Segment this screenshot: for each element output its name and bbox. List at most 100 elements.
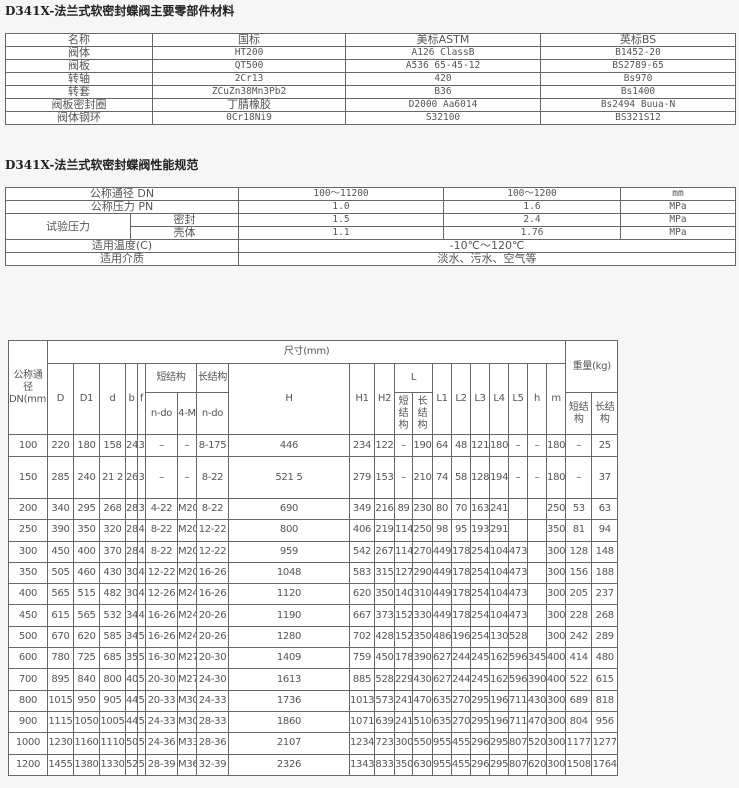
cell-D: 1230 xyxy=(47,732,74,755)
cell-m: 400 xyxy=(545,647,567,670)
cell-H: 690 xyxy=(228,497,350,521)
cell-4m: M36 xyxy=(177,753,197,776)
cell-ndo-short: 8-22 xyxy=(145,540,178,563)
cell-H1: 349 xyxy=(349,497,375,521)
cell-L-long: 550 xyxy=(412,732,433,755)
cell-weight-short: 689 xyxy=(565,689,593,712)
cell-L1: 80 xyxy=(432,497,452,521)
cell-H1: 667 xyxy=(349,604,375,627)
header-L1: L1 xyxy=(432,363,452,435)
table-row: 100 220 180 158 24 3– –8-175 446 234 122–190 64 48 1… xyxy=(8,434,619,457)
cell-ndo-long: 20-30 xyxy=(196,647,229,670)
cell-h xyxy=(527,604,547,627)
cell-h: 390 xyxy=(527,668,547,691)
row-nominal-pn: 公称压力 PN 1.0 1.6 MPa xyxy=(4,200,737,214)
cell-L4: 104 xyxy=(489,540,509,563)
cell-weight-short: 228 xyxy=(565,604,593,627)
cell-L2: 95 xyxy=(451,519,471,542)
cell-dn: 600 xyxy=(8,647,48,670)
cell-L3: 295 xyxy=(470,710,490,734)
cell-H2: 833 xyxy=(374,753,395,776)
row-nominal-dn: 公称通径 DN 100～11200 100～1200 mm xyxy=(4,187,737,201)
cell-L-short: – xyxy=(394,434,413,457)
header-weight: 重量(kg) xyxy=(565,340,619,393)
cell-D1: 950 xyxy=(73,689,100,712)
cell-L-long: 330 xyxy=(412,604,433,627)
cell-L4: 196 xyxy=(489,710,509,734)
cell-H1: 234 xyxy=(349,434,375,457)
material-cell: 0Cr18Ni9 xyxy=(152,111,346,125)
column-header: 名称 xyxy=(5,33,153,47)
cell-L4: 291 xyxy=(489,519,509,542)
cell-L1: 635 xyxy=(432,689,452,712)
cell-h xyxy=(527,497,547,521)
row-test-shell: 壳体 1.1 1.76 MPa xyxy=(6,226,737,240)
cell-dn: 450 xyxy=(8,604,48,627)
header-H2: H2 xyxy=(374,363,395,435)
cell-ndo-long: 28-36 xyxy=(196,732,229,755)
cell-L1: 449 xyxy=(432,540,452,563)
cell-weight-short: 1508 xyxy=(565,753,593,776)
part-name: 阀板密封圈 xyxy=(5,98,153,112)
material-cell: QT500 xyxy=(152,59,346,73)
cell-f: 4 xyxy=(137,604,146,627)
cell-L3: 296 xyxy=(470,732,490,755)
cell-D: 615 xyxy=(47,604,74,627)
cell-m: 300 xyxy=(545,561,567,585)
cell-m: 300 xyxy=(545,732,567,755)
cell-L2: 270 xyxy=(451,689,471,712)
cell-H1: 542 xyxy=(349,540,375,563)
cell-D: 565 xyxy=(47,583,74,606)
cell-ndo-long: 16-26 xyxy=(196,583,229,606)
cell-H: 1120 xyxy=(228,583,350,606)
cell-L5: 473 xyxy=(508,561,528,585)
cell-H: 446 xyxy=(228,434,350,457)
cell-weight-long: 148 xyxy=(591,540,619,563)
cell-H1: 1071 xyxy=(349,710,375,734)
cell-b: 40 xyxy=(125,668,138,691)
cell-L-long: 470 xyxy=(412,689,433,712)
cell-L3: 163 xyxy=(470,497,490,521)
cell-weight-short: 1177 xyxy=(565,732,593,755)
cell-ndo-short: 4-22 xyxy=(145,497,178,521)
header-weight-long: 长结构 xyxy=(591,392,619,435)
header-4m: 4-M xyxy=(177,392,197,435)
cell-D1: 400 xyxy=(73,540,100,563)
cell-d: 482 xyxy=(99,583,126,606)
cell-4m: M30 xyxy=(177,689,197,712)
table-row: 转轴 2Cr13 420 Bs970 xyxy=(5,72,736,86)
cell-L-long: 310 xyxy=(412,583,433,606)
material-cell: Bs2494 Buua-N xyxy=(540,98,736,112)
cell-H: 1613 xyxy=(228,668,350,691)
value-2: 1.76 xyxy=(443,226,622,240)
cell-4m: M33 xyxy=(177,732,197,755)
cell-h: 430 xyxy=(527,689,547,712)
cell-L5: – xyxy=(508,434,528,457)
cell-weight-long: 25 xyxy=(591,434,619,457)
cell-f: 5 xyxy=(137,710,146,734)
cell-L-long: 250 xyxy=(412,519,433,542)
cell-H2: 573 xyxy=(374,689,395,712)
cell-H2: 315 xyxy=(374,561,395,585)
cell-H1: 1013 xyxy=(349,689,375,712)
table-row: 150 285 240 21 2 26 3– –8-22 521 5 279 153–210 74 5… xyxy=(8,456,619,499)
header-L-long: 长结构 xyxy=(412,392,433,435)
cell-h xyxy=(527,561,547,585)
cell-4m: M27 xyxy=(177,668,197,691)
cell-f: 4 xyxy=(137,540,146,563)
cell-m: 400 xyxy=(545,668,567,691)
cell-L-long: 230 xyxy=(412,497,433,521)
table-row: 600 780 725 685 35 5 16-30 M27 20-30 1409 759 450 17… xyxy=(8,647,619,670)
cell-b: 30 xyxy=(125,561,138,585)
cell-D1: 295 xyxy=(73,497,100,521)
cell-L-short: 89 xyxy=(394,497,413,521)
cell-h xyxy=(527,540,547,563)
cell-L2: 178 xyxy=(451,583,471,606)
value-2: 100～1200 xyxy=(443,187,622,201)
cell-L1: 627 xyxy=(432,668,452,691)
cell-dn: 250 xyxy=(8,519,48,542)
cell-ndo-long: 8-175 xyxy=(196,434,229,457)
cell-d: 685 xyxy=(99,647,126,670)
cell-4m: – xyxy=(177,456,197,499)
cell-weight-long: 615 xyxy=(591,668,619,691)
